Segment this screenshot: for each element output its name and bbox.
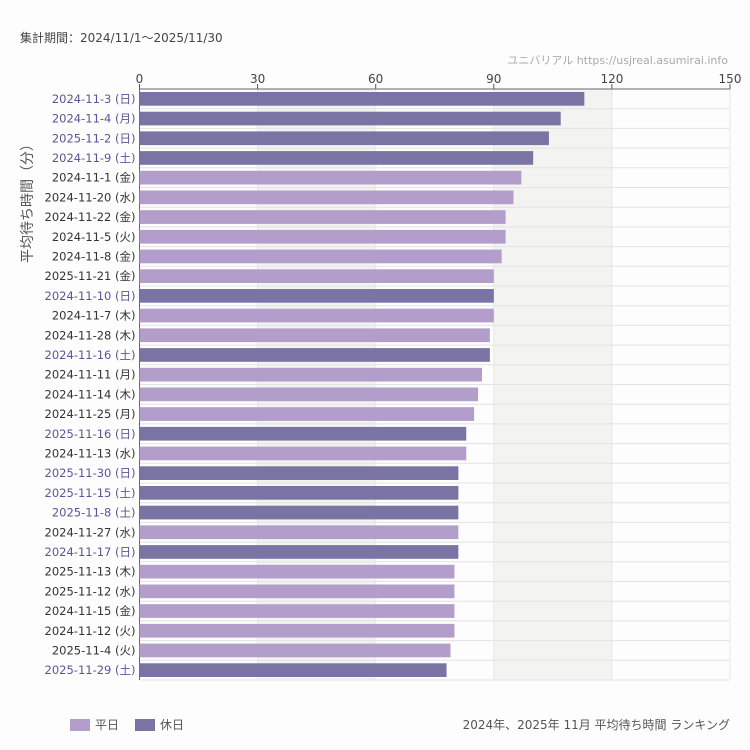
y-tick-label: 2024-11-20 (水) [45,190,136,204]
y-tick-label: 2024-11-13 (水) [45,446,136,460]
y-tick-label: 2024-11-1 (金) [52,171,136,185]
bar [139,190,514,205]
y-tick-label: 2025-11-16 (日) [45,427,136,441]
y-tick-label: 2024-11-4 (月) [52,112,136,126]
bar [139,466,459,480]
bar [139,407,475,421]
bar [139,210,506,224]
y-tick-label: 2024-11-14 (木) [45,387,136,401]
y-tick-label: 2025-11-21 (金) [45,269,136,283]
bar [139,486,459,500]
legend-swatch-holiday [135,718,156,731]
bar [139,387,479,402]
x-tick-label: 0 [136,72,144,86]
bar [139,623,455,638]
y-tick-label: 2025-11-12 (水) [45,584,136,598]
bar [139,308,494,323]
y-tick-label: 2024-11-16 (土) [45,348,136,362]
y-tick-label: 2024-11-17 (日) [45,545,136,559]
y-tick-label: 2024-11-15 (金) [45,604,136,618]
legend-label-weekday: 平日 [95,718,120,732]
y-tick-label: 2024-11-9 (土) [52,151,136,165]
bar [139,289,494,303]
bar [139,525,459,540]
bar [139,229,506,244]
y-tick-label: 2024-11-12 (火) [45,624,136,638]
chart-caption: 2024年、2025年 11月 平均待ち時間 ランキング [462,718,730,732]
bar [139,584,455,599]
bar [139,564,455,579]
x-tick-label: 90 [486,72,501,86]
x-tick-label: 60 [368,72,383,86]
y-tick-label: 2024-11-3 (日) [52,92,136,106]
y-tick-label: 2024-11-5 (火) [52,230,136,244]
y-tick-label: 2024-11-7 (木) [52,309,136,323]
bar [139,269,494,283]
bar [139,367,482,382]
y-tick-label: 2025-11-29 (土) [45,663,136,677]
bar [139,505,459,520]
x-tick-label: 30 [250,72,265,86]
y-tick-label: 2025-11-4 (火) [52,643,136,657]
site-credit: ユニバリアル https://usjreal.asumirai.info [507,54,728,67]
bar [139,151,534,165]
bar [139,446,467,461]
x-tick-label: 120 [600,72,623,86]
legend-label-holiday: 休日 [160,718,185,732]
bar [139,92,585,106]
y-tick-label: 2024-11-25 (月) [45,407,136,421]
bar [139,131,549,146]
y-tick-label: 2024-11-27 (水) [45,525,136,539]
y-tick-label: 2024-11-8 (金) [52,249,136,263]
y-tick-label: 2024-11-28 (木) [45,328,136,342]
bar [139,604,455,618]
bar [139,663,447,677]
y-tick-label: 2025-11-13 (木) [45,565,136,579]
legend-item-weekday: 平日 [70,716,119,733]
y-tick-label: 2025-11-2 (日) [52,131,136,145]
legend-swatch-weekday [70,718,90,731]
bar [139,545,459,559]
y-tick-label: 2024-11-11 (月) [45,368,136,382]
y-tick-label: 2025-11-15 (土) [45,486,136,500]
bar [139,249,502,264]
bar [139,170,522,185]
period-label: 集計期間：2024/11/1〜2025/11/30 [20,31,223,45]
y-tick-label: 2025-11-30 (日) [45,466,136,480]
legend-item-holiday: 休日 [135,716,184,733]
bar [139,111,561,126]
y-tick-label: 2024-11-10 (日) [45,289,136,303]
y-tick-label: 2024-11-22 (金) [45,210,136,224]
bar [139,643,451,658]
bar [139,426,467,441]
bar [139,328,490,343]
y-tick-label: 2025-11-8 (土) [52,506,136,520]
y-axis-label: 平均待ち時間（分） [20,137,36,263]
bar [139,348,490,362]
legend: 平日 休日 [70,716,184,733]
x-tick-label: 150 [719,72,742,86]
